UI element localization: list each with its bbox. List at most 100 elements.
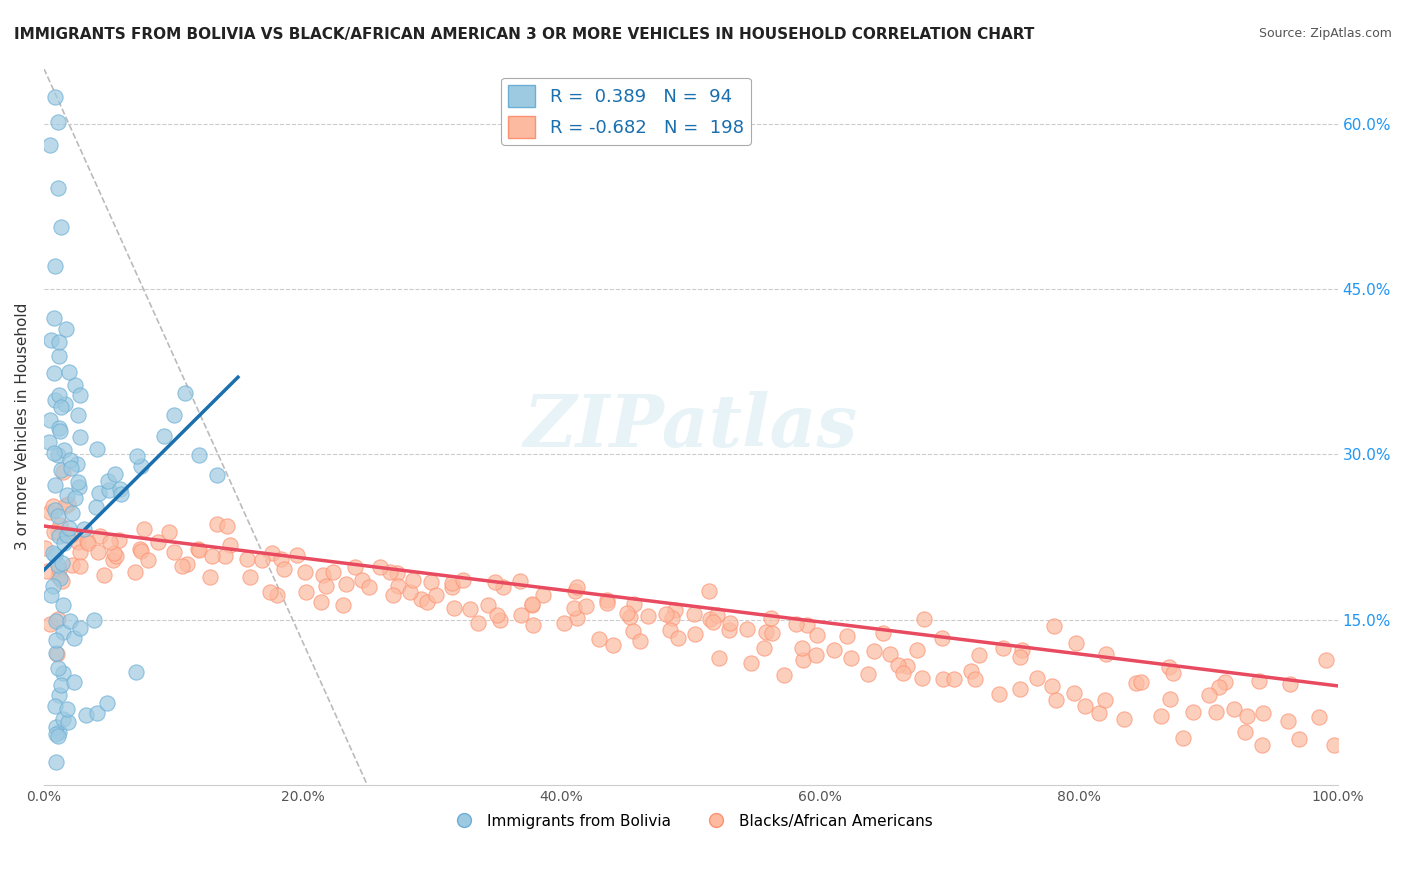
Point bbox=[509, 574, 531, 588]
Point bbox=[46, 448, 69, 462]
Point bbox=[188, 543, 211, 558]
Point bbox=[66, 535, 89, 549]
Point bbox=[46, 660, 69, 674]
Point bbox=[588, 632, 610, 646]
Point bbox=[62, 631, 84, 645]
Point bbox=[616, 607, 638, 621]
Point bbox=[44, 524, 66, 539]
Point bbox=[39, 137, 62, 152]
Point bbox=[737, 622, 759, 636]
Point bbox=[51, 574, 73, 589]
Point bbox=[86, 500, 108, 514]
Point bbox=[967, 648, 990, 662]
Point bbox=[485, 607, 508, 622]
Point bbox=[368, 559, 391, 574]
Point bbox=[49, 571, 72, 585]
Point bbox=[49, 517, 72, 532]
Point bbox=[266, 588, 288, 602]
Point bbox=[382, 588, 405, 602]
Point bbox=[52, 443, 75, 458]
Point bbox=[567, 580, 589, 594]
Point bbox=[1205, 705, 1227, 719]
Point bbox=[1288, 732, 1310, 747]
Point bbox=[59, 614, 82, 628]
Point bbox=[270, 551, 292, 566]
Point bbox=[312, 568, 335, 582]
Point bbox=[45, 755, 67, 769]
Point bbox=[176, 557, 198, 571]
Point bbox=[52, 599, 75, 613]
Point bbox=[1150, 709, 1173, 723]
Point bbox=[294, 566, 316, 580]
Text: ZIPatlas: ZIPatlas bbox=[523, 392, 858, 462]
Point bbox=[987, 687, 1010, 701]
Point bbox=[83, 613, 105, 627]
Point bbox=[259, 585, 281, 599]
Point bbox=[51, 463, 73, 477]
Point bbox=[891, 665, 914, 680]
Point bbox=[1233, 725, 1256, 739]
Point bbox=[69, 558, 91, 573]
Point bbox=[48, 688, 70, 702]
Point bbox=[887, 657, 910, 672]
Point bbox=[46, 525, 69, 540]
Point bbox=[522, 597, 544, 611]
Point bbox=[104, 549, 127, 563]
Point bbox=[804, 648, 827, 662]
Point bbox=[295, 585, 318, 599]
Point bbox=[44, 503, 66, 517]
Point bbox=[48, 569, 70, 583]
Point bbox=[110, 482, 132, 496]
Point bbox=[380, 566, 402, 580]
Point bbox=[38, 435, 60, 450]
Point bbox=[45, 720, 67, 734]
Point bbox=[621, 624, 644, 639]
Point bbox=[666, 632, 689, 646]
Point bbox=[51, 712, 73, 726]
Point bbox=[101, 553, 124, 567]
Point bbox=[492, 581, 515, 595]
Point bbox=[49, 677, 72, 691]
Point bbox=[467, 616, 489, 631]
Point bbox=[132, 522, 155, 536]
Point bbox=[699, 612, 721, 626]
Point bbox=[655, 607, 678, 622]
Point bbox=[138, 553, 160, 567]
Point bbox=[63, 491, 86, 505]
Point bbox=[217, 518, 239, 533]
Point bbox=[602, 639, 624, 653]
Point bbox=[152, 429, 174, 443]
Point bbox=[1063, 686, 1085, 700]
Point bbox=[66, 408, 89, 422]
Point bbox=[39, 505, 62, 519]
Point bbox=[796, 618, 818, 632]
Point bbox=[416, 595, 439, 609]
Point bbox=[285, 549, 308, 563]
Point bbox=[44, 366, 66, 380]
Point bbox=[856, 667, 879, 681]
Point bbox=[707, 651, 730, 665]
Point bbox=[219, 538, 242, 552]
Point bbox=[661, 611, 683, 625]
Point bbox=[1114, 712, 1136, 726]
Point bbox=[1074, 698, 1097, 713]
Point bbox=[56, 714, 79, 729]
Point bbox=[628, 634, 651, 648]
Point bbox=[55, 321, 77, 335]
Point bbox=[1308, 710, 1330, 724]
Point bbox=[718, 624, 741, 638]
Point bbox=[67, 480, 90, 494]
Point bbox=[1130, 675, 1153, 690]
Point bbox=[44, 478, 66, 492]
Point bbox=[273, 562, 295, 576]
Point bbox=[44, 549, 66, 563]
Point bbox=[1157, 660, 1180, 674]
Point bbox=[46, 647, 69, 661]
Point bbox=[55, 527, 77, 541]
Point bbox=[60, 558, 83, 572]
Point bbox=[48, 349, 70, 363]
Point bbox=[510, 608, 533, 623]
Point bbox=[553, 615, 575, 630]
Point bbox=[49, 401, 72, 415]
Point bbox=[1008, 682, 1031, 697]
